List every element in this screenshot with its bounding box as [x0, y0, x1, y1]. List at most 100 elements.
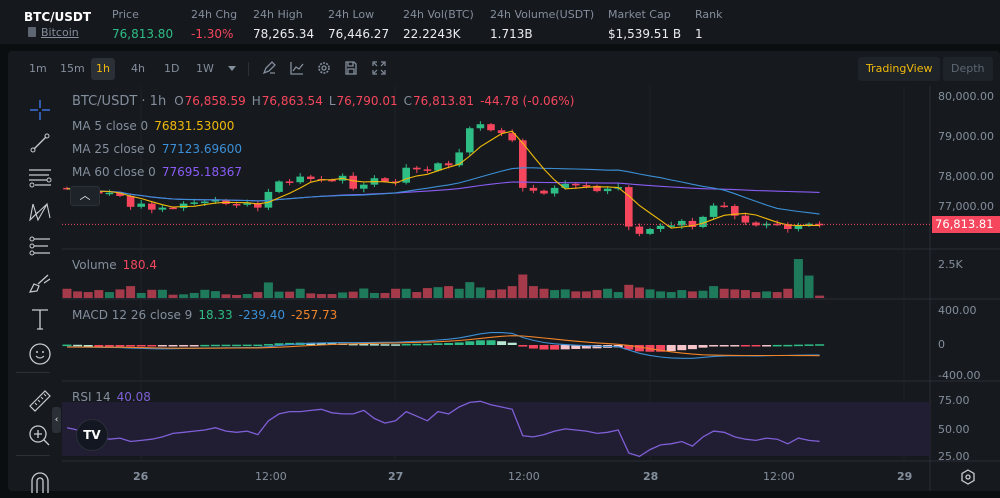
interval-dropdown-icon[interactable]: [224, 60, 240, 76]
ohlc-legend: BTC/USDT · 1h O 76,858.59 H 76,863.54 L 76,…: [72, 94, 574, 109]
rsi-legend: RSI 14 40.08: [72, 390, 151, 404]
volume-bar: [698, 290, 708, 298]
view-tradingview-button[interactable]: TradingView: [858, 57, 941, 81]
rsi-label: RSI 14: [72, 390, 111, 404]
candle-body: [116, 192, 124, 196]
zoom-in-icon[interactable]: [27, 423, 53, 449]
pattern-icon[interactable]: [27, 200, 53, 226]
candle-body: [699, 216, 707, 227]
candle-body: [254, 203, 262, 208]
time-tick: 12:00: [763, 470, 795, 483]
ma25-line: [66, 167, 820, 215]
candle-body: [328, 179, 336, 182]
trendline-icon[interactable]: [27, 130, 53, 156]
ohlc-low-group: L 76,790.01: [329, 94, 398, 108]
volume-bar: [751, 292, 761, 298]
volume-bar: [94, 290, 104, 298]
fullscreen-icon[interactable]: [371, 60, 387, 76]
volume-bar: [465, 282, 475, 298]
volume-bar: [348, 291, 358, 298]
candle-body: [741, 215, 750, 223]
emoji-icon[interactable]: [27, 341, 53, 367]
interval-1m[interactable]: 1m: [29, 62, 47, 75]
volume-bar: [719, 288, 729, 298]
interval-1d[interactable]: 1D: [164, 62, 180, 75]
macd-histogram-bar: [730, 345, 740, 347]
macd-histogram-bar: [391, 344, 401, 346]
macd-histogram-bar: [475, 340, 485, 345]
macd-histogram-bar: [783, 344, 793, 347]
candle-body: [148, 203, 156, 210]
volume-bar: [783, 288, 793, 298]
candle-body: [105, 192, 114, 195]
text-icon[interactable]: [27, 306, 53, 332]
interval-4h[interactable]: 4h: [131, 62, 145, 75]
toolbar-divider: [16, 372, 50, 373]
stat-label: 24h Chg: [191, 8, 238, 21]
stat-label: Price: [112, 8, 139, 21]
crosshair-icon[interactable]: [27, 97, 53, 123]
time-tick: 27: [388, 470, 404, 483]
candle-body: [487, 124, 495, 131]
volume-bar: [772, 292, 782, 298]
draw-icon[interactable]: [261, 60, 277, 76]
stat-value: $1,539.51 B: [608, 27, 682, 41]
volume-bar: [804, 275, 814, 298]
save-icon[interactable]: [343, 60, 359, 76]
ma25-legend: MA 25 close 0 77123.69600: [72, 142, 242, 156]
candle-body: [296, 176, 304, 183]
stat-value: 22.2243K: [403, 27, 461, 41]
macd-tick: 400.00: [938, 304, 977, 317]
macd-histogram-bar: [709, 345, 719, 347]
magnet-icon[interactable]: [27, 469, 53, 495]
stat-value: 78,265.34: [253, 27, 315, 41]
stat-24h-vol-btc: 24h Vol(BTC) 22.2243K: [403, 8, 474, 41]
price-tick: 78,000.00: [938, 170, 994, 183]
macd-histogram-bar: [359, 344, 369, 346]
brush-icon[interactable]: [27, 270, 53, 296]
volume-bar: [306, 293, 316, 298]
volume-bar: [422, 288, 432, 298]
view-depth-button[interactable]: Depth: [943, 57, 993, 81]
volume-bar: [624, 284, 634, 298]
chart-settings-icon[interactable]: [959, 468, 977, 486]
macd-histogram-bar: [772, 344, 782, 347]
volume-bar: [433, 287, 443, 298]
volume-bar: [168, 294, 178, 298]
horizontal-lines-icon[interactable]: [27, 165, 53, 191]
ohlc-open-label: O: [174, 94, 184, 108]
interval-15m[interactable]: 15m: [60, 62, 85, 75]
interval-1w[interactable]: 1W: [196, 62, 214, 75]
macd-histogram-bar: [624, 345, 634, 350]
collapse-toolbar-button[interactable]: ‹: [52, 407, 61, 433]
macd-histogram-bar: [687, 345, 697, 350]
fib-icon[interactable]: [27, 234, 53, 260]
volume-bar: [380, 292, 390, 298]
ohlc-open: 76,858.59: [184, 94, 246, 108]
ruler-icon[interactable]: [27, 388, 53, 414]
stat-24h-high: 24h High 78,265.34: [253, 8, 314, 41]
candle-body: [593, 185, 601, 192]
volume-bar: [592, 290, 602, 298]
macd-histogram-bar: [369, 344, 379, 346]
stat-value: 1: [695, 27, 703, 41]
ohlc-high: 76,863.54: [261, 94, 323, 108]
settings-icon[interactable]: [316, 60, 332, 76]
collapse-legend-button[interactable]: ︿: [70, 186, 100, 206]
coin-link[interactable]: Bitcoin: [28, 26, 79, 39]
candle-body: [169, 207, 177, 210]
interval-1h[interactable]: 1h: [91, 58, 115, 80]
macd-histogram-bar: [104, 345, 114, 347]
volume-label: Volume: [72, 258, 117, 272]
volume-bar: [603, 288, 613, 298]
volume-bar: [316, 294, 326, 298]
toolbar-divider: [16, 455, 50, 456]
macd-histogram-bar: [793, 344, 803, 347]
candle-body: [720, 205, 728, 208]
macd-histogram-bar: [232, 344, 242, 347]
volume-value: 180.4: [122, 258, 157, 272]
candle-body: [667, 225, 675, 227]
indicator-icon[interactable]: [289, 60, 305, 76]
candle-body: [550, 187, 559, 194]
